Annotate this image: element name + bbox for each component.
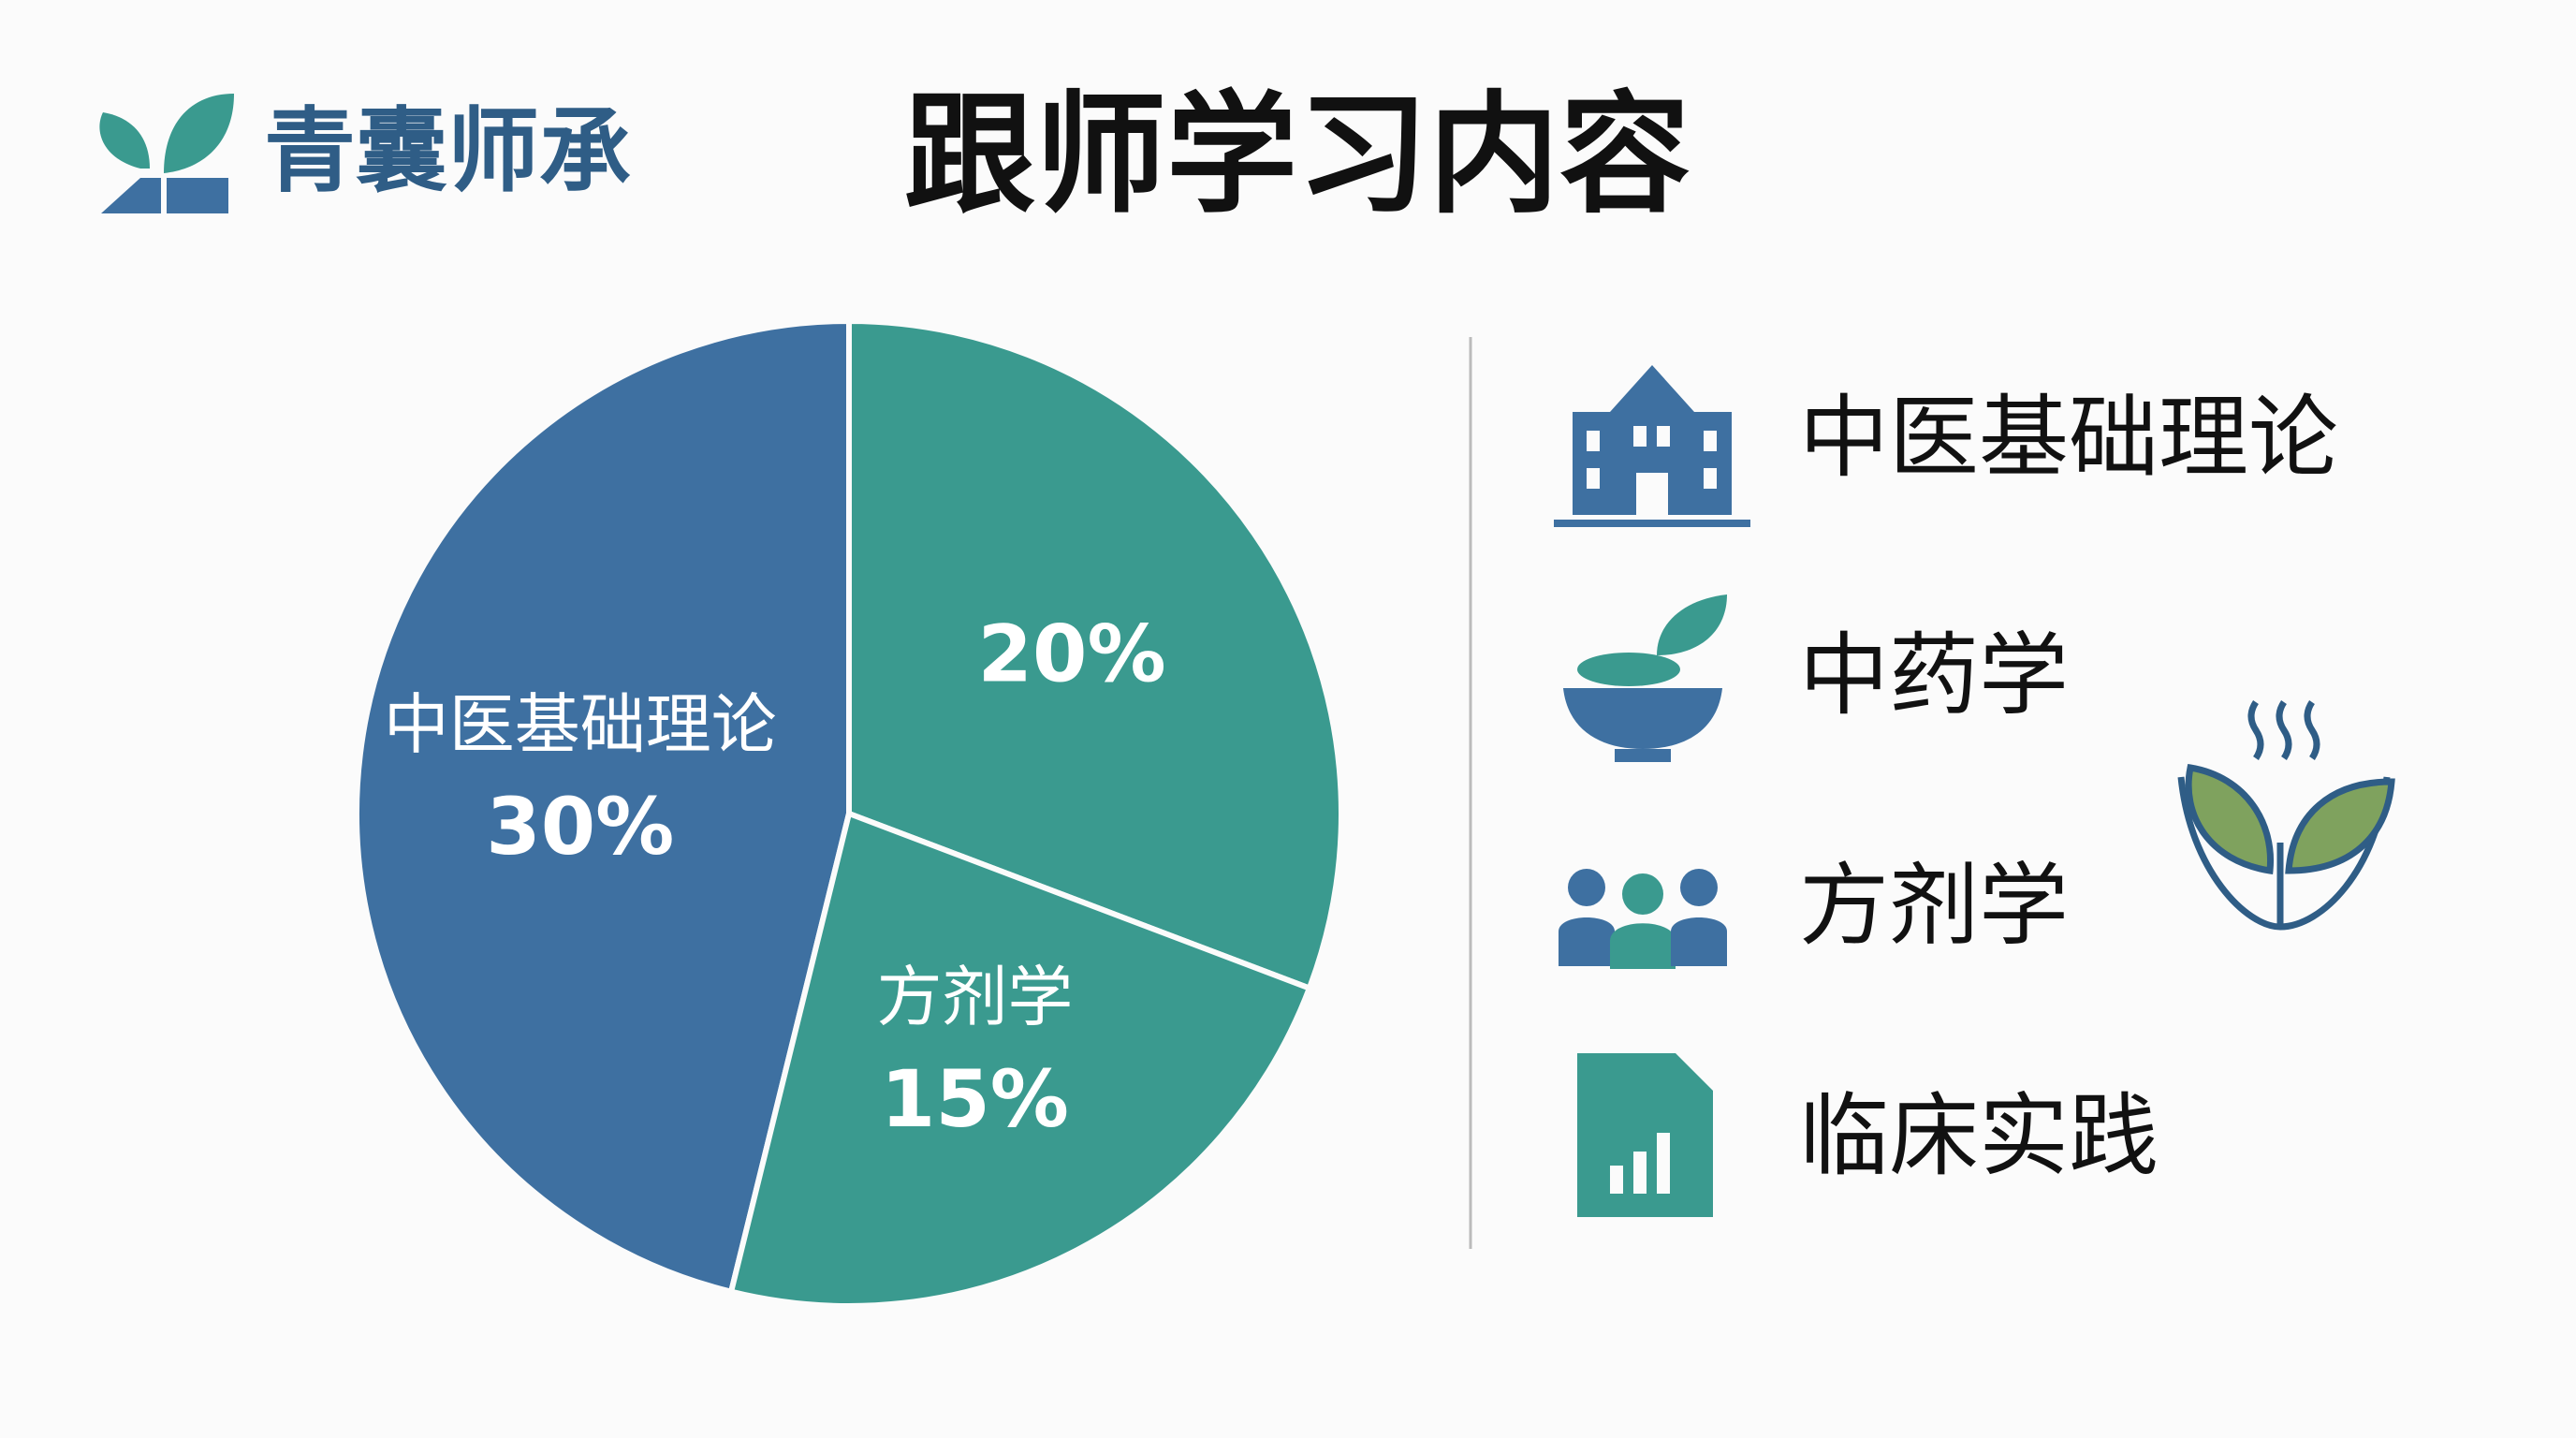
brand-name: 青囊师承 — [264, 98, 631, 205]
pie-slice — [354, 317, 852, 1296]
legend-icons — [1554, 365, 1750, 1217]
slice-name: 中医基础理论 — [384, 686, 777, 763]
chart-title: 跟师学习内容 — [904, 80, 1690, 232]
legend-label: 中药学 — [1799, 623, 2069, 727]
slice-value: 20% — [978, 609, 1166, 700]
brand-logo — [99, 94, 234, 213]
pie-slice — [846, 317, 1344, 992]
report-icon — [1577, 1053, 1713, 1217]
pie-slice — [727, 809, 1313, 1309]
building-icon — [1554, 365, 1750, 527]
pie: 中医基础理论 30% 20% 方剂学 15% — [354, 317, 1344, 1309]
decor-plant — [2177, 700, 2395, 931]
slice-name: 方剂学 — [876, 959, 1073, 1035]
slice-value: 15% — [881, 1053, 1069, 1145]
legend-label: 中医基础理论 — [1799, 385, 2338, 490]
bowl-icon — [1563, 594, 1727, 762]
legend-label: 方剂学 — [1799, 853, 2069, 958]
slice-value: 30% — [486, 781, 674, 873]
people-icon — [1559, 869, 1727, 969]
legend-label: 临床实践 — [1799, 1083, 2159, 1188]
